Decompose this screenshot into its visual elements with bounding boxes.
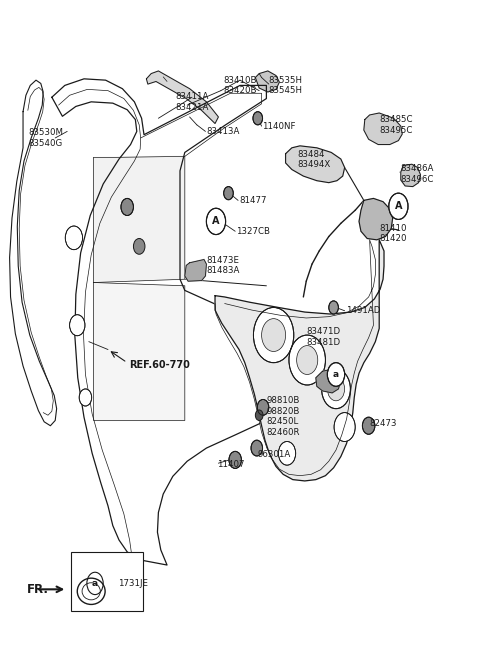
- Circle shape: [327, 363, 345, 386]
- Polygon shape: [52, 79, 266, 565]
- Polygon shape: [401, 164, 420, 187]
- Circle shape: [329, 301, 338, 314]
- Circle shape: [297, 346, 318, 374]
- Circle shape: [289, 335, 325, 385]
- Text: 11407: 11407: [217, 460, 245, 469]
- Circle shape: [65, 226, 83, 250]
- Polygon shape: [185, 260, 206, 281]
- Text: 81410
81420: 81410 81420: [379, 223, 407, 243]
- Polygon shape: [94, 156, 185, 283]
- Text: 83410B
83420B: 83410B 83420B: [223, 76, 257, 95]
- Circle shape: [255, 410, 263, 420]
- Text: 98810B
98820B
82450L
82460R: 98810B 98820B 82450L 82460R: [266, 396, 300, 437]
- Text: a: a: [333, 370, 339, 379]
- Circle shape: [278, 442, 296, 465]
- Polygon shape: [316, 369, 341, 393]
- Polygon shape: [286, 146, 345, 183]
- Circle shape: [334, 413, 355, 442]
- Bar: [71, 552, 143, 611]
- Text: 81477: 81477: [239, 196, 266, 205]
- Circle shape: [322, 369, 350, 409]
- Text: 83530M
83540G: 83530M 83540G: [29, 128, 64, 148]
- Circle shape: [87, 572, 103, 595]
- Circle shape: [327, 377, 345, 401]
- Polygon shape: [146, 71, 218, 124]
- Polygon shape: [215, 240, 384, 481]
- Circle shape: [253, 307, 294, 363]
- Circle shape: [215, 217, 223, 229]
- Circle shape: [262, 319, 286, 351]
- Text: A: A: [395, 201, 402, 212]
- Circle shape: [251, 440, 263, 456]
- Text: A: A: [212, 216, 220, 227]
- Circle shape: [133, 238, 145, 254]
- Text: a: a: [92, 579, 98, 588]
- Text: REF.60-770: REF.60-770: [129, 360, 190, 371]
- Polygon shape: [10, 80, 57, 426]
- Text: 1327CB: 1327CB: [236, 227, 270, 236]
- Text: 83471D
83481D: 83471D 83481D: [306, 327, 340, 347]
- Circle shape: [229, 451, 241, 468]
- Circle shape: [224, 187, 233, 200]
- Circle shape: [206, 208, 226, 235]
- Text: 82473: 82473: [370, 419, 397, 428]
- Polygon shape: [255, 71, 279, 92]
- Text: 1731JE: 1731JE: [118, 579, 148, 588]
- Circle shape: [362, 417, 375, 434]
- Circle shape: [257, 399, 269, 415]
- Text: 83485C
83495C: 83485C 83495C: [379, 115, 413, 135]
- Polygon shape: [94, 283, 185, 420]
- Circle shape: [389, 193, 408, 219]
- Text: 96301A: 96301A: [258, 450, 291, 459]
- Circle shape: [70, 315, 85, 336]
- Circle shape: [253, 112, 263, 125]
- Text: 1140NF: 1140NF: [262, 122, 295, 131]
- Polygon shape: [364, 113, 402, 145]
- Polygon shape: [359, 198, 393, 240]
- Text: 83484
83494X: 83484 83494X: [298, 150, 331, 170]
- Text: 83413A: 83413A: [206, 127, 240, 136]
- Text: 83535H
83545H: 83535H 83545H: [269, 76, 303, 95]
- Text: FR.: FR.: [26, 583, 48, 596]
- Circle shape: [121, 198, 133, 215]
- Text: 1491AD: 1491AD: [346, 306, 380, 315]
- Text: 83411A
83421A: 83411A 83421A: [175, 92, 209, 112]
- Text: 83486A
83496C: 83486A 83496C: [401, 164, 434, 184]
- Circle shape: [79, 389, 92, 406]
- Text: 81473E
81483A: 81473E 81483A: [206, 256, 240, 275]
